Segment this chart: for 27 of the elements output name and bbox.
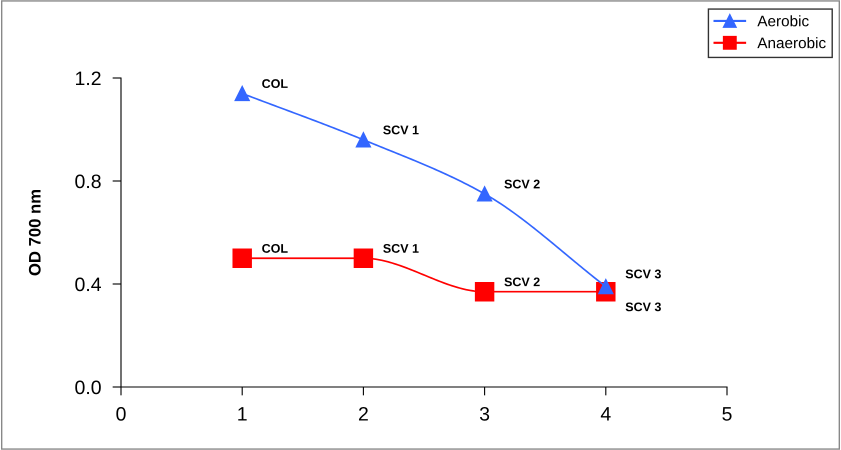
- annotation: SCV 3: [626, 302, 661, 312]
- annotation: COL: [262, 79, 288, 88]
- annotation: SCV 1: [383, 244, 419, 253]
- x-tick-label: 4: [600, 407, 611, 421]
- annotation: SCV 1: [383, 126, 419, 134]
- y-tick-label: 0.0: [75, 380, 101, 394]
- x-tick-label: 3: [480, 406, 490, 421]
- point: [354, 248, 374, 268]
- x-tick-label: 1: [238, 407, 247, 421]
- legend-label: Aerobic: [757, 15, 809, 26]
- y-axis-title: OD 700 nm: [28, 190, 41, 276]
- point: [356, 132, 372, 148]
- y-tick-label: 0.4: [75, 277, 101, 292]
- legend-label: Anaerobic: [757, 37, 826, 48]
- point: [476, 186, 492, 202]
- y-tick-label: 0.8: [75, 174, 101, 188]
- annotation: COL: [262, 244, 288, 253]
- annotation: SCV 2: [504, 180, 540, 188]
- x-tick-label: 5: [722, 407, 732, 421]
- point: [474, 282, 494, 302]
- y-tick-label: 1.2: [76, 71, 101, 86]
- point: [232, 248, 252, 268]
- annotation: SCV 3: [626, 270, 661, 278]
- point: [234, 86, 250, 102]
- x-tick-label: 0: [116, 406, 126, 421]
- annotation: SCV 2: [504, 277, 540, 286]
- x-tick-label: 2: [358, 406, 368, 421]
